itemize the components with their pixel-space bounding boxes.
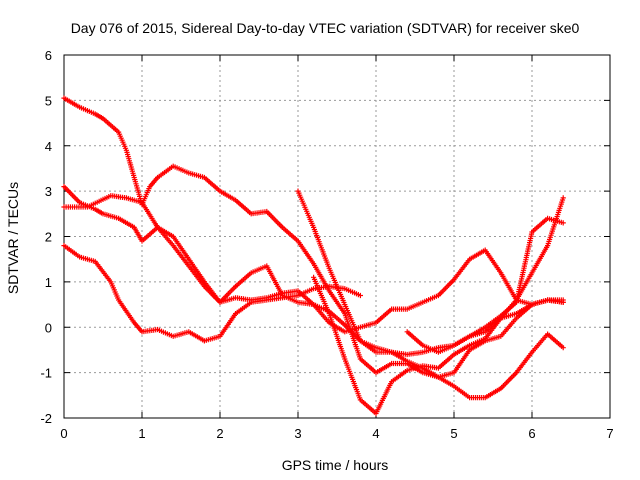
x-tick-label: 3 [294, 426, 301, 441]
y-tick-label: 6 [45, 48, 52, 63]
x-tick-label: 2 [216, 426, 223, 441]
data-series [61, 95, 566, 417]
series-track-4 [61, 193, 566, 335]
y-tick-label: 2 [45, 230, 52, 245]
x-tick-label: 0 [60, 426, 67, 441]
series-track-3 [61, 243, 363, 344]
y-tick-label: -1 [40, 366, 52, 381]
series-track-5 [295, 188, 566, 401]
tick-labels: 0 1 2 3 4 5 6 7 -2 -1 0 1 2 3 4 5 6 [40, 48, 613, 441]
x-tick-label: 1 [138, 426, 145, 441]
y-tick-label: 5 [45, 93, 52, 108]
axis-ticks [63, 54, 611, 419]
series-track-7 [404, 215, 566, 355]
series-track-6 [311, 195, 566, 417]
y-tick-label: -2 [40, 411, 52, 426]
series-track-1 [61, 95, 566, 380]
chart-title: Day 076 of 2015, Sidereal Day-to-day VTE… [71, 20, 580, 36]
x-tick-label: 5 [450, 426, 457, 441]
x-tick-label: 7 [606, 426, 613, 441]
y-tick-label: 1 [45, 275, 52, 290]
y-tick-label: 0 [45, 320, 52, 335]
y-tick-label: 3 [45, 184, 52, 199]
y-tick-label: 4 [45, 139, 52, 154]
x-tick-label: 6 [528, 426, 535, 441]
y-axis-label: SDTVAR / TECUs [5, 182, 21, 294]
x-tick-label: 4 [372, 426, 379, 441]
x-axis-label: GPS time / hours [282, 457, 389, 473]
